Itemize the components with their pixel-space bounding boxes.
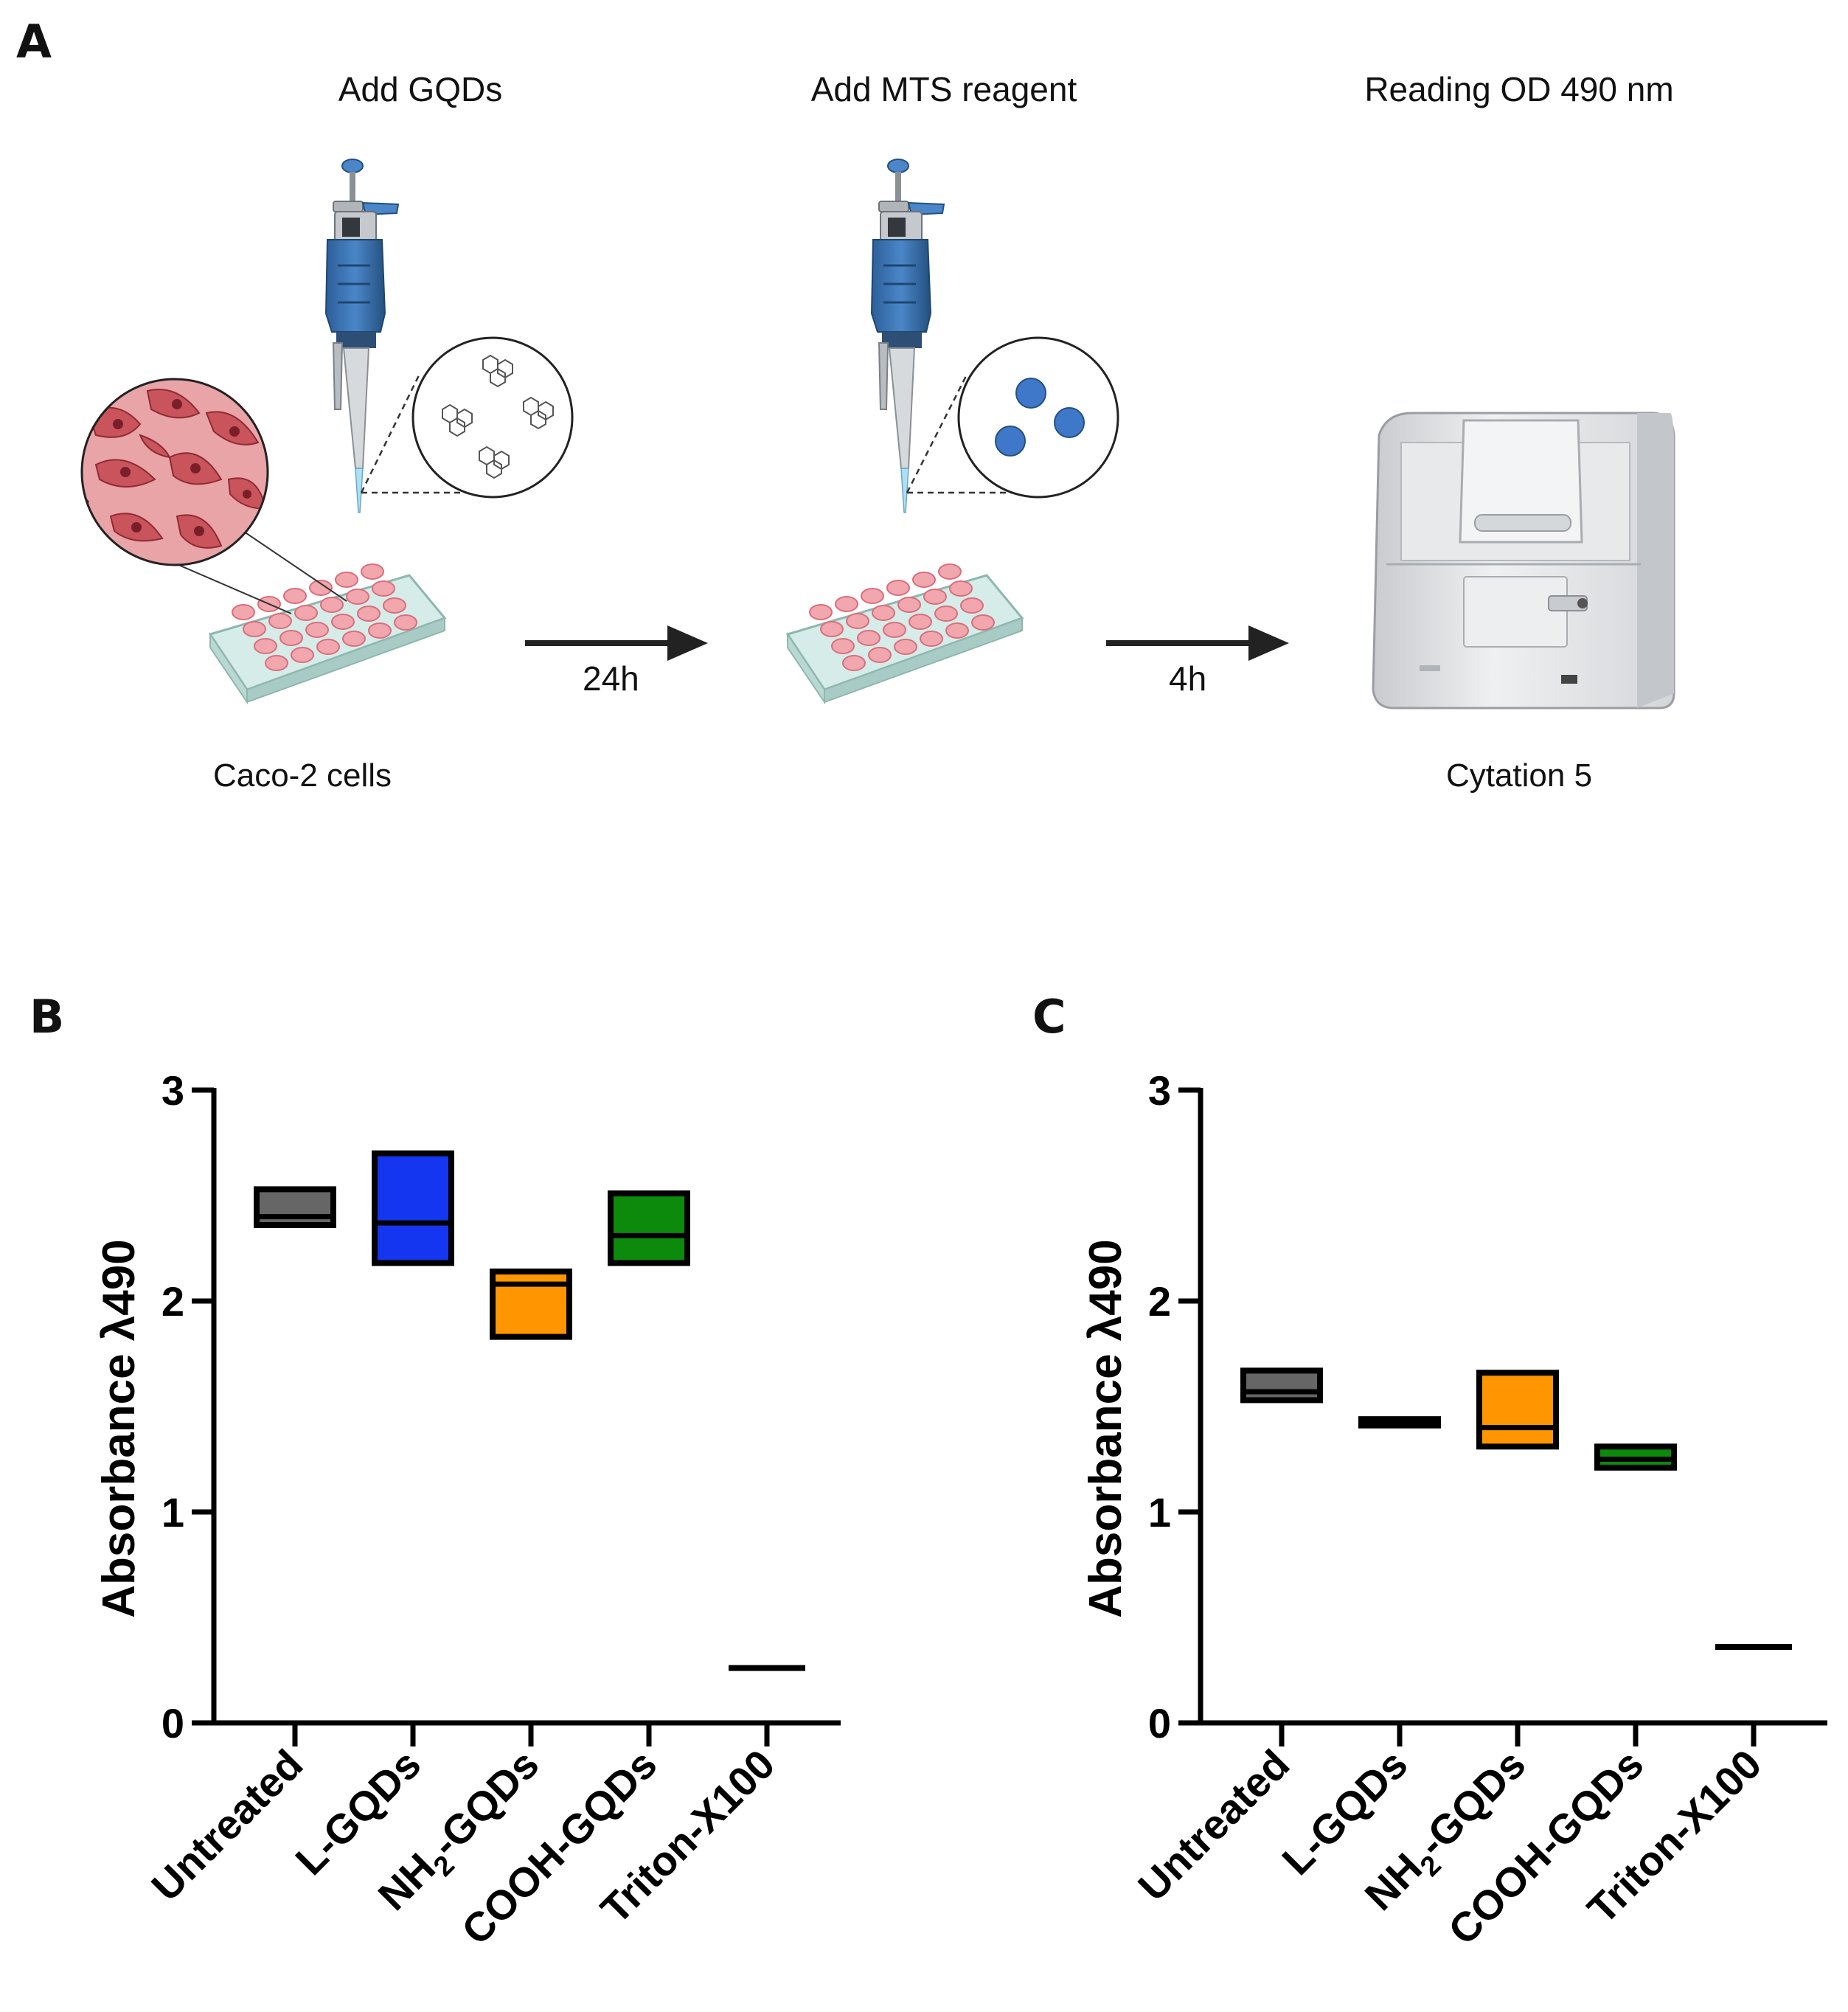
well-plate-icon — [209, 563, 446, 704]
panel-b-label: B — [29, 990, 65, 1044]
bar-untreated — [1240, 1367, 1323, 1404]
bar-nh2-gqds — [490, 1268, 572, 1340]
y-tick-label: 0 — [1148, 1700, 1171, 1746]
bar-nh2-gqds — [1476, 1370, 1559, 1450]
plate-reader-icon — [1372, 412, 1675, 710]
arrow-24h — [525, 625, 708, 661]
pipette-icon — [870, 158, 945, 514]
y-tick-label: 3 — [161, 1067, 184, 1114]
step-title-add-mts: Add MTS reagent — [810, 70, 1077, 108]
y-tick-label: 0 — [161, 1700, 184, 1746]
caco2-cells-icon — [80, 378, 269, 566]
arrow-label-24h: 24h — [583, 659, 639, 698]
y-tick-label: 2 — [1148, 1278, 1171, 1325]
y-tick-label: 3 — [1148, 1067, 1171, 1114]
gqd-molecules-icon — [411, 336, 574, 499]
panel-a-label: A — [16, 15, 52, 69]
pipette-icon — [324, 158, 400, 514]
panel-c-label: C — [1032, 990, 1066, 1044]
bar-untreated — [254, 1186, 336, 1229]
bar-l-gqds — [372, 1150, 454, 1266]
y-tick-label: 1 — [161, 1489, 184, 1536]
arrow-4h — [1106, 625, 1289, 661]
caption-cytation-5: Cytation 5 — [1445, 757, 1593, 794]
y-tick-label: 1 — [1148, 1489, 1171, 1536]
well-plate-icon — [786, 563, 1024, 704]
mts-reagent-icon — [957, 336, 1119, 499]
x-tick-label: Untreated — [142, 1741, 311, 1909]
step-title-add-gqds: Add GQDs — [338, 70, 503, 108]
y-axis-label: Absorbance λ490 — [1080, 1239, 1131, 1617]
bar-cooh-gqds — [608, 1190, 690, 1266]
arrow-label-4h: 4h — [1169, 659, 1207, 698]
x-tick-label: Untreated — [1129, 1741, 1298, 1909]
y-tick-label: 2 — [161, 1278, 184, 1325]
workflow-illustration — [80, 158, 1675, 710]
caption-caco2-cells: Caco-2 cells — [212, 757, 392, 794]
y-axis-label: Absorbance λ490 — [94, 1239, 145, 1617]
step-title-reading-od: Reading OD 490 nm — [1364, 70, 1674, 108]
